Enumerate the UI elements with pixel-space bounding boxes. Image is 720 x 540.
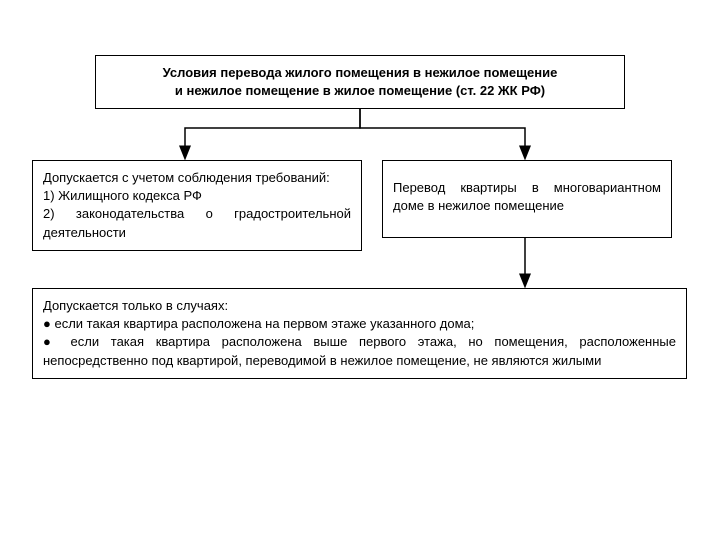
- node-left-line1: Допускается с учетом соблюдения требован…: [43, 170, 330, 185]
- edge-top-to-left: [185, 109, 360, 153]
- node-right-apartment: Перевод квартиры в многовариантном доме …: [382, 160, 672, 238]
- node-left-line2: 1) Жилищного кодекса РФ: [43, 188, 202, 203]
- edge-top-to-right: [360, 109, 525, 153]
- node-left-line3: 2) законодательства о градостроительной …: [43, 206, 351, 239]
- node-top-conditions: Условия перевода жилого помещения в нежи…: [95, 55, 625, 109]
- node-top-line1: Условия перевода жилого помещения в нежи…: [163, 65, 558, 80]
- node-bottom-cases: Допускается только в случаях: ● если так…: [32, 288, 687, 379]
- node-bottom-line1: Допускается только в случаях:: [43, 298, 228, 313]
- node-bottom-line2: ● если такая квартира расположена на пер…: [43, 316, 474, 331]
- node-bottom-line3: ● если такая квартира расположена выше п…: [43, 334, 676, 367]
- node-top-line2: и нежилое помещение в жилое помещение (с…: [175, 83, 545, 98]
- node-left-requirements: Допускается с учетом соблюдения требован…: [32, 160, 362, 251]
- node-right-line1: Перевод квартиры в многовариантном доме …: [393, 180, 661, 213]
